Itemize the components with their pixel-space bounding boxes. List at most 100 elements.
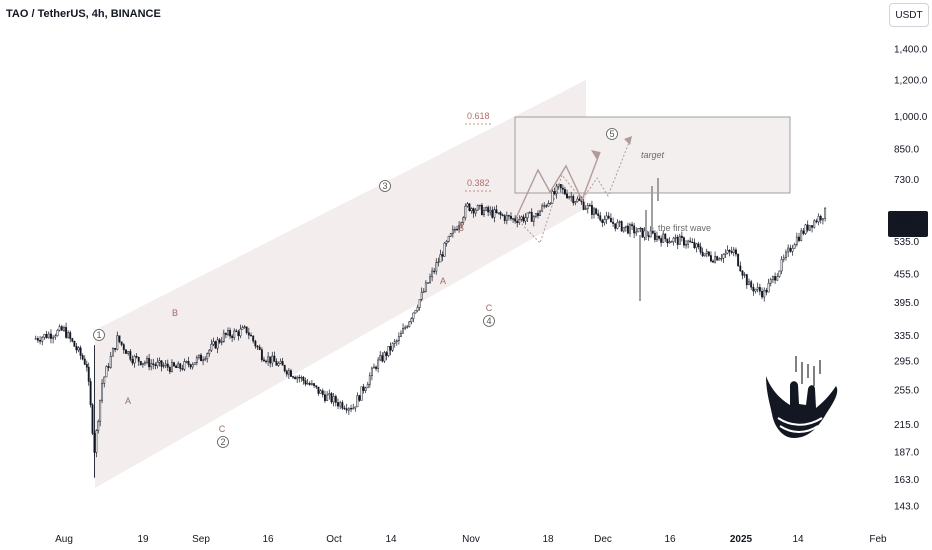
y-axis-tick-label: 1,400.0 <box>894 45 928 56</box>
wave-c2-label: C <box>486 303 493 313</box>
candle-body <box>360 386 363 401</box>
candle-body <box>714 256 717 263</box>
candle-body <box>122 344 125 351</box>
candle-body <box>265 360 267 363</box>
candle-body <box>404 327 407 329</box>
candle-body <box>637 228 640 233</box>
candle-body <box>709 255 712 262</box>
candle-body <box>451 229 454 234</box>
candle-body <box>87 366 90 382</box>
candle-body <box>660 238 663 243</box>
candle-body <box>687 240 690 245</box>
candle-body <box>69 332 72 339</box>
candle-body <box>441 254 444 257</box>
candle-body <box>47 333 50 339</box>
candle-body <box>416 307 419 311</box>
candle-body <box>73 340 76 347</box>
projection-arrow-alt <box>624 136 632 145</box>
candle-body <box>277 363 280 366</box>
candle-body <box>464 205 467 219</box>
currency-button[interactable]: USDT <box>889 3 929 27</box>
candle-body <box>666 238 669 244</box>
candle-body <box>279 361 282 364</box>
candle-body <box>472 208 475 214</box>
candle-body <box>499 212 502 216</box>
candle-body <box>332 396 335 403</box>
candle-body <box>406 326 409 328</box>
candle-body <box>586 205 589 209</box>
candle-body <box>653 232 656 240</box>
candle-body <box>168 367 171 372</box>
candle-body <box>141 362 144 366</box>
candle-body <box>222 332 225 342</box>
candle-body <box>97 420 100 431</box>
candle-body <box>339 402 342 407</box>
candle-body <box>545 205 548 207</box>
candle-body <box>319 390 322 394</box>
fib-382-label: 0.382 <box>467 178 490 188</box>
candle-body <box>620 221 623 232</box>
candle-body <box>105 366 108 378</box>
candle-body <box>148 358 151 368</box>
candle-body <box>350 408 352 410</box>
candle-body <box>101 383 104 401</box>
candle-body <box>310 383 313 385</box>
candle-body <box>118 335 121 343</box>
candle-body <box>534 213 537 217</box>
wave-a1-label: A <box>125 396 131 406</box>
candle-body <box>89 381 92 406</box>
candle-body <box>774 276 777 281</box>
candle-body <box>179 363 182 369</box>
candle-body <box>150 363 153 368</box>
candle-body <box>302 376 305 381</box>
candle-body <box>590 205 593 215</box>
candle-body <box>131 359 134 364</box>
candle-body <box>385 352 388 356</box>
candle-body <box>160 360 163 367</box>
x-axis-tick-label: 19 <box>137 534 149 545</box>
y-axis-tick-label: 850.0 <box>894 145 919 156</box>
candle-body <box>578 198 581 201</box>
wave-2-label-circle <box>217 436 229 448</box>
candle-body <box>622 227 625 232</box>
candle-body <box>593 208 595 215</box>
candle-body <box>570 196 573 198</box>
candle-body <box>422 290 425 293</box>
candle-body <box>397 336 400 341</box>
candle-body <box>543 205 546 207</box>
candle-body <box>522 216 525 222</box>
candle-body <box>377 359 380 369</box>
candle-body <box>77 347 80 351</box>
candle-body <box>191 364 194 368</box>
candle-body <box>483 209 485 216</box>
candle-body <box>635 231 638 234</box>
candle-body <box>435 262 438 272</box>
candle-body <box>125 349 127 354</box>
candle-body <box>263 359 265 362</box>
candle-body <box>607 215 610 219</box>
candle-body <box>458 224 461 230</box>
candle-body <box>245 326 248 333</box>
candle-body <box>206 353 209 360</box>
candle-body <box>588 205 591 207</box>
candle-body <box>780 259 783 272</box>
candle-body <box>707 251 710 256</box>
candle-body <box>233 330 236 338</box>
candle-body <box>649 230 652 238</box>
target-zone <box>514 116 791 194</box>
candle-body <box>189 364 192 368</box>
candle-body <box>791 248 794 252</box>
candle-body <box>618 221 621 223</box>
wave-a2-label: A <box>440 276 446 286</box>
candle-body <box>561 187 564 190</box>
candle-body <box>817 216 820 223</box>
y-axis-tick-label: 395.0 <box>894 298 919 309</box>
candle-body <box>237 331 240 337</box>
candle-body <box>36 338 39 341</box>
candle-body <box>468 203 471 211</box>
candle-body <box>601 219 604 223</box>
candle-body <box>626 225 629 234</box>
candle-body <box>289 370 292 377</box>
candle-body <box>431 270 434 278</box>
